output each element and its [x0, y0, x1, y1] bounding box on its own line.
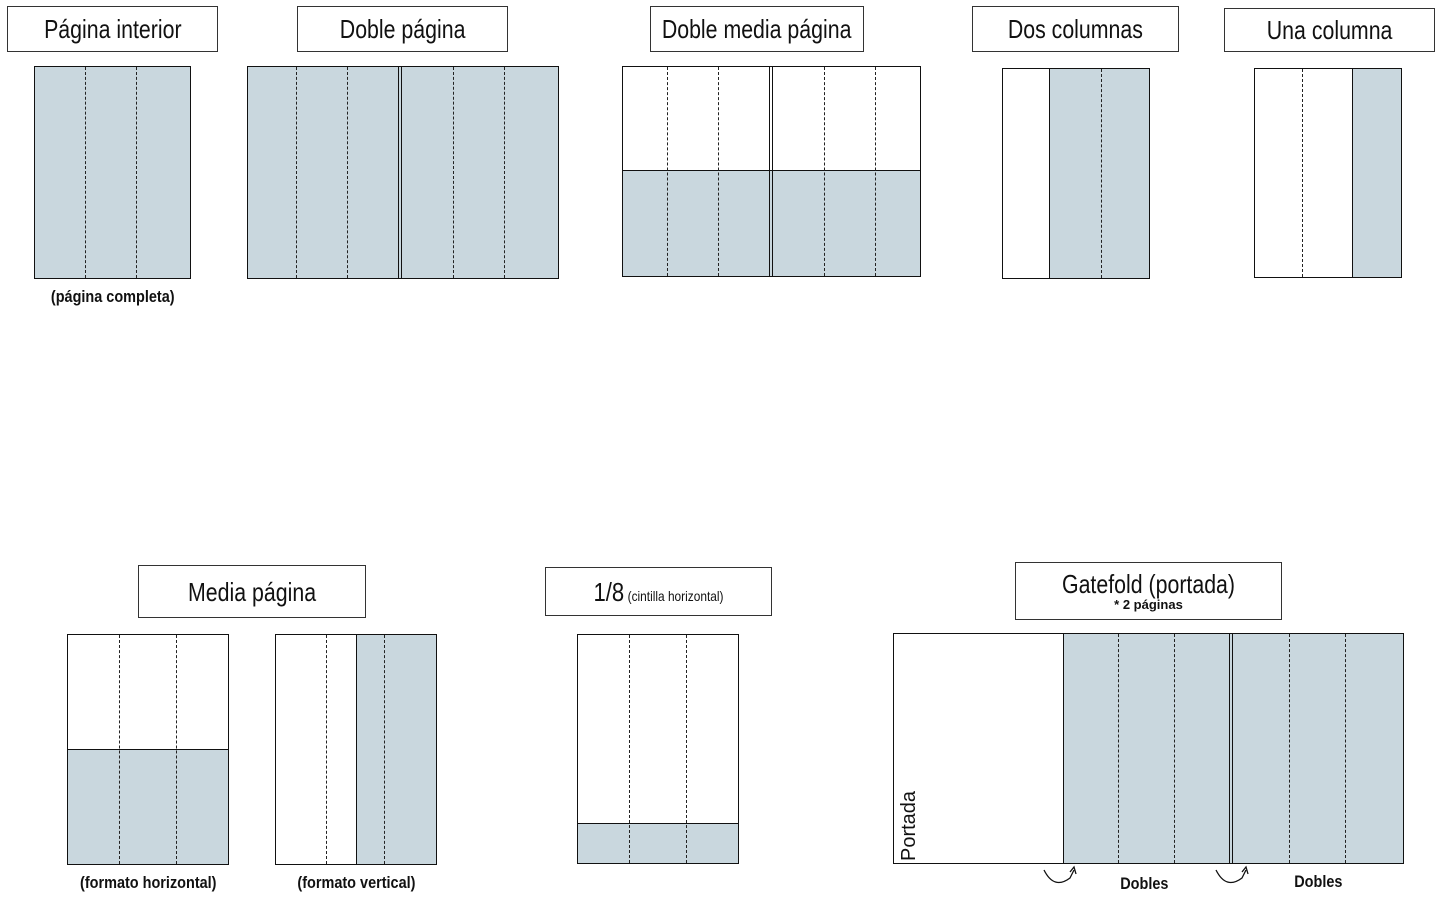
- gatefold-label: Gatefold (portada): [1061, 569, 1236, 599]
- column-guide: [1345, 634, 1346, 863]
- column-guide: [1174, 634, 1175, 863]
- column-guide: [667, 67, 668, 276]
- title-una-columna: Una columna: [1224, 8, 1435, 52]
- layout-pagina-interior: [34, 66, 191, 279]
- half-divider: [623, 170, 920, 171]
- title-gatefold: Gatefold (portada) * 2 páginas: [1015, 562, 1282, 620]
- cover-edge: [1063, 634, 1064, 863]
- ad-edge: [356, 635, 357, 864]
- label-portada: Portada: [898, 790, 920, 861]
- column-guide: [504, 67, 505, 278]
- column-guide: [326, 635, 327, 864]
- column-guide: [686, 635, 687, 863]
- spine: [769, 67, 773, 276]
- title-doble-pagina: Doble página: [297, 6, 508, 52]
- column-guide: [176, 635, 177, 864]
- spine: [398, 67, 402, 278]
- column-guide: [347, 67, 348, 278]
- ad-area: [623, 171, 920, 276]
- strip-divider: [578, 823, 738, 824]
- caption-dobles-2: Dobles: [1293, 872, 1343, 891]
- title-octavo: 1/8 (cintilla horizontal): [545, 567, 772, 616]
- layout-una-columna: [1254, 68, 1402, 278]
- column-guide: [119, 635, 120, 864]
- column-guide: [453, 67, 454, 278]
- layout-doble-pagina: [247, 66, 559, 279]
- column-guide: [875, 67, 876, 276]
- ad-edge: [1049, 69, 1050, 278]
- ad-area: [1353, 69, 1401, 277]
- column-guide: [1302, 69, 1303, 277]
- layout-gatefold: [893, 633, 1404, 864]
- title-pagina-interior: Página interior: [7, 6, 218, 52]
- column-guide: [629, 635, 630, 863]
- column-guide: [1118, 634, 1119, 863]
- title-media-pagina: Media página: [138, 565, 366, 618]
- layout-media-pagina-vertical: [275, 634, 437, 865]
- octavo-label: 1/8: [593, 576, 625, 607]
- column-guide: [85, 67, 86, 278]
- spine: [1229, 634, 1233, 863]
- ad-area: [248, 67, 558, 278]
- title-dos-columnas: Dos columnas: [972, 6, 1179, 52]
- column-guide: [824, 67, 825, 276]
- caption-formato-horizontal: (formato horizontal): [79, 873, 217, 892]
- column-guide: [1101, 69, 1102, 278]
- ad-area: [1064, 634, 1403, 863]
- ad-edge: [1352, 69, 1353, 277]
- fold-arrow-icon: [1043, 865, 1077, 884]
- half-divider: [68, 749, 228, 750]
- caption-dobles-1: Dobles: [1119, 874, 1169, 893]
- caption-pagina-completa: (página completa): [50, 287, 175, 306]
- column-guide: [1289, 634, 1290, 863]
- fold-arrow-icon: [1215, 865, 1249, 884]
- gatefold-note: * 2 páginas: [1114, 597, 1183, 612]
- column-guide: [136, 67, 137, 278]
- layout-dos-columnas: [1002, 68, 1150, 279]
- ad-area: [35, 67, 190, 278]
- title-doble-media-pagina: Doble media página: [650, 6, 864, 52]
- octavo-note: (cintilla horizontal): [627, 587, 724, 604]
- caption-formato-vertical: (formato vertical): [296, 873, 416, 892]
- layout-octavo: [577, 634, 739, 864]
- ad-area: [1050, 69, 1149, 278]
- column-guide: [296, 67, 297, 278]
- ad-area: [68, 750, 228, 864]
- layout-doble-media-pagina: [622, 66, 921, 277]
- layout-media-pagina-horizontal: [67, 634, 229, 865]
- column-guide: [718, 67, 719, 276]
- ad-area: [357, 635, 436, 864]
- ad-area: [578, 824, 738, 863]
- column-guide: [384, 635, 385, 864]
